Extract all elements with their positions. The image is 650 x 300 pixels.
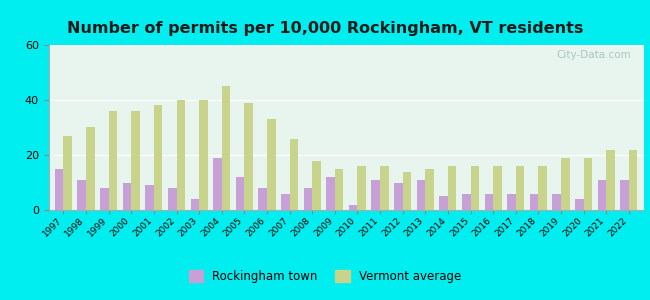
Bar bbox=[199, 100, 208, 210]
Bar bbox=[552, 194, 561, 210]
Bar bbox=[290, 139, 298, 210]
Text: Number of permits per 10,000 Rockingham, VT residents: Number of permits per 10,000 Rockingham,… bbox=[67, 21, 583, 36]
Bar bbox=[417, 180, 425, 210]
Bar bbox=[575, 199, 584, 210]
Bar bbox=[213, 158, 222, 210]
Bar bbox=[507, 194, 515, 210]
Bar bbox=[380, 166, 389, 210]
Bar bbox=[168, 188, 177, 210]
Legend: Rockingham town, Vermont average: Rockingham town, Vermont average bbox=[184, 266, 466, 288]
Bar bbox=[190, 199, 199, 210]
Bar bbox=[484, 194, 493, 210]
Bar bbox=[629, 149, 638, 210]
Bar bbox=[123, 182, 131, 210]
Bar bbox=[154, 106, 162, 210]
Bar bbox=[462, 194, 471, 210]
Bar bbox=[493, 166, 502, 210]
Bar bbox=[281, 194, 290, 210]
Bar bbox=[131, 111, 140, 210]
Bar bbox=[584, 158, 592, 210]
Bar bbox=[77, 180, 86, 210]
Bar bbox=[620, 180, 629, 210]
Bar bbox=[100, 188, 109, 210]
Bar bbox=[236, 177, 244, 210]
Bar bbox=[425, 169, 434, 210]
Bar bbox=[402, 172, 411, 210]
Bar bbox=[312, 160, 321, 210]
Bar bbox=[55, 169, 64, 210]
Bar bbox=[222, 86, 230, 210]
Bar bbox=[538, 166, 547, 210]
Bar bbox=[597, 180, 606, 210]
Bar bbox=[146, 185, 154, 210]
Bar bbox=[64, 136, 72, 210]
Bar bbox=[358, 166, 366, 210]
Bar bbox=[371, 180, 380, 210]
Bar bbox=[515, 166, 525, 210]
Bar bbox=[606, 149, 615, 210]
Text: City-Data.com: City-Data.com bbox=[557, 50, 632, 60]
Bar bbox=[177, 100, 185, 210]
Bar bbox=[335, 169, 343, 210]
Bar bbox=[304, 188, 312, 210]
Bar bbox=[259, 188, 267, 210]
Bar bbox=[448, 166, 456, 210]
Bar bbox=[530, 194, 538, 210]
Bar bbox=[439, 196, 448, 210]
Bar bbox=[267, 119, 276, 210]
Bar bbox=[561, 158, 569, 210]
Bar bbox=[349, 205, 358, 210]
Bar bbox=[394, 182, 402, 210]
Bar bbox=[326, 177, 335, 210]
Bar bbox=[471, 166, 479, 210]
Bar bbox=[109, 111, 117, 210]
Bar bbox=[86, 128, 95, 210]
Bar bbox=[244, 103, 253, 210]
